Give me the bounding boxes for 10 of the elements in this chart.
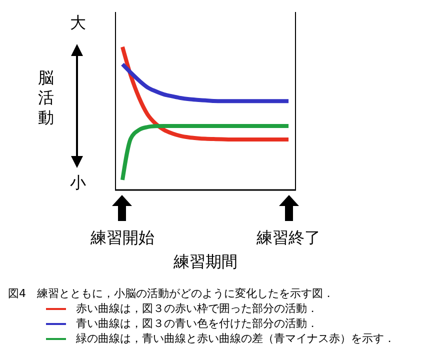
x-tick-label: 練習開始 [89,228,156,249]
x-tick-label: 練習終了 [256,228,322,249]
caption: 図4 練習とともに，小脳の活動がどのように変化したを示す図． [8,286,335,301]
text: 大 [70,13,86,34]
y-axis-title: 脳活動 [37,68,55,128]
legend-label: 青い曲線は，図３の青い色を付けた部分の活動． [76,316,318,331]
legend-label: 赤い曲線は，図３の赤い枠で囲った部分の活動． [76,301,318,316]
text: 小 [70,173,86,194]
x-axis-title: 練習期間 [172,252,238,273]
legend-label: 緑の曲線は，青い曲線と赤い曲線の差（青マイナス赤）を示す． [76,331,395,346]
